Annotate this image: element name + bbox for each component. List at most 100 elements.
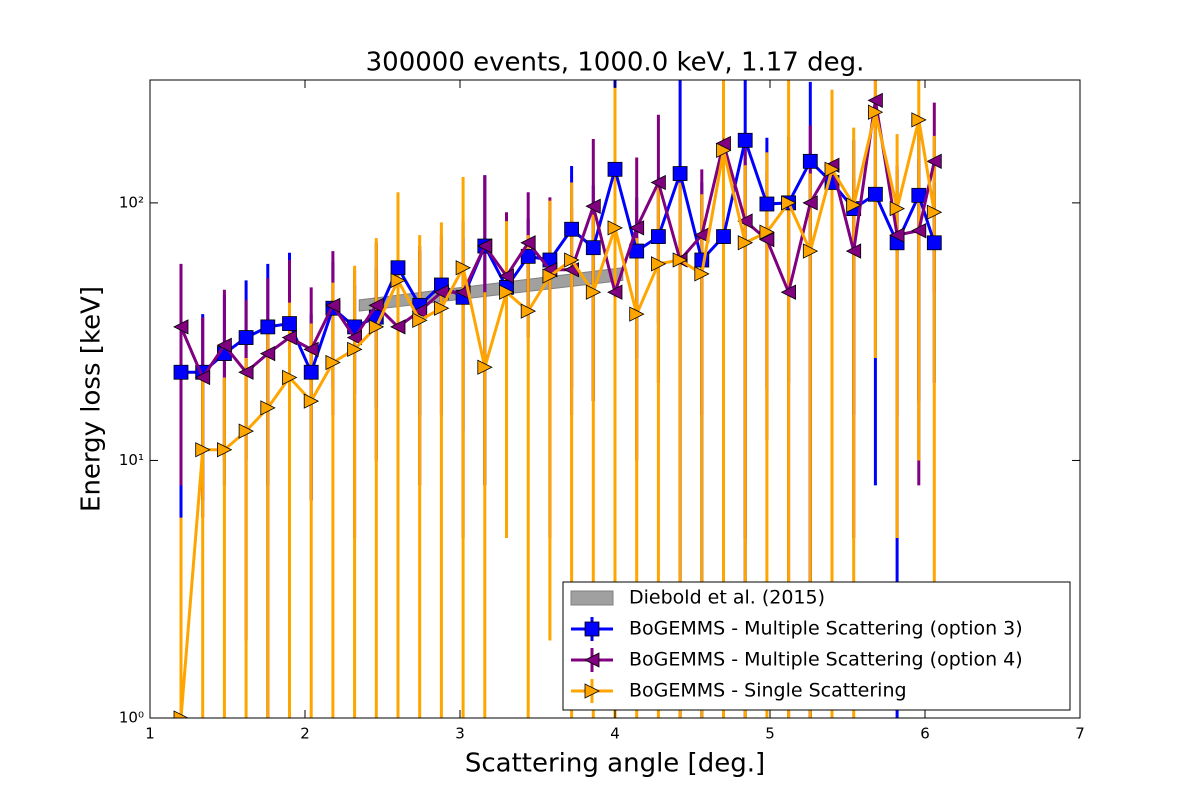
marker <box>845 243 862 259</box>
marker <box>173 319 189 335</box>
marker <box>476 238 493 254</box>
marker <box>585 198 601 214</box>
marker <box>281 329 297 346</box>
marker <box>238 330 254 345</box>
marker <box>889 227 905 243</box>
marker <box>238 423 254 439</box>
marker <box>926 235 942 251</box>
legend: Diebold et al. (2015) BoGEMMS - Multiple … <box>562 581 1071 711</box>
x-tick-label: 6 <box>920 725 930 743</box>
marker <box>868 104 884 120</box>
marker <box>477 359 493 375</box>
marker <box>216 442 233 458</box>
marker <box>672 252 688 268</box>
marker <box>499 284 515 300</box>
marker <box>325 297 341 314</box>
marker <box>737 213 753 229</box>
marker <box>759 196 775 212</box>
legend-label: Diebold et al. (2015) <box>629 587 825 609</box>
marker <box>347 341 363 357</box>
y-axis-label: Energy loss [keV] <box>77 286 107 512</box>
legend-label: BoGEMMS - Multiple Scattering (option 3) <box>629 618 1023 640</box>
x-tick-label: 5 <box>765 725 775 743</box>
marker <box>824 161 840 177</box>
marker <box>780 284 796 300</box>
marker <box>390 319 406 335</box>
marker <box>607 284 623 300</box>
marker <box>759 224 775 240</box>
marker <box>282 316 297 331</box>
legend-box <box>562 581 1071 711</box>
y-tick-label: 10² <box>119 193 144 211</box>
marker <box>607 220 623 236</box>
marker <box>325 354 341 371</box>
marker <box>368 297 384 314</box>
marker <box>520 235 536 251</box>
marker <box>542 268 558 284</box>
marker <box>282 369 298 386</box>
marker <box>260 319 276 335</box>
marker <box>346 329 363 346</box>
marker <box>584 621 600 637</box>
marker <box>629 306 645 322</box>
chart-title: 300000 events, 1000.0 keV, 1.17 deg. <box>366 48 865 78</box>
marker <box>650 174 666 191</box>
marker <box>584 683 600 699</box>
x-tick-label: 1 <box>145 725 155 743</box>
marker <box>926 153 942 169</box>
marker <box>455 260 471 276</box>
marker <box>238 364 254 380</box>
marker <box>411 303 428 319</box>
marker <box>672 166 688 181</box>
marker <box>520 248 536 264</box>
marker <box>651 256 667 272</box>
x-tick-label: 2 <box>300 725 310 743</box>
legend-label: BoGEMMS - Multiple Scattering (option 4) <box>629 649 1023 671</box>
x-tick-label: 7 <box>1075 725 1085 743</box>
marker <box>584 652 600 668</box>
marker <box>694 266 710 282</box>
marker <box>260 400 276 416</box>
marker <box>498 268 514 284</box>
marker <box>433 300 450 316</box>
marker <box>520 303 537 319</box>
marker <box>607 161 623 177</box>
x-tick-label: 4 <box>610 725 620 743</box>
marker <box>173 364 189 380</box>
marker <box>926 204 943 220</box>
marker <box>585 284 602 300</box>
marker <box>846 197 862 213</box>
marker <box>694 252 710 268</box>
marker <box>390 260 406 276</box>
marker <box>781 195 797 211</box>
marker <box>564 252 580 268</box>
marker <box>716 142 732 158</box>
marker <box>911 112 927 128</box>
y-tick-label: 10⁰ <box>119 709 144 727</box>
marker <box>737 235 754 251</box>
marker <box>564 221 579 237</box>
marker <box>651 229 666 244</box>
marker <box>216 337 232 353</box>
marker <box>868 186 883 202</box>
marker <box>737 132 753 148</box>
marker <box>259 345 276 362</box>
marker <box>802 153 818 169</box>
marker <box>716 229 731 244</box>
x-tick-label: 3 <box>455 725 465 743</box>
marker <box>195 442 211 458</box>
marker <box>194 369 211 386</box>
marker <box>368 319 385 335</box>
marker <box>412 312 428 328</box>
marker <box>628 220 645 236</box>
marker <box>802 195 818 211</box>
marker <box>303 393 320 409</box>
marker <box>303 364 319 380</box>
legend-label: BoGEMMS - Single Scattering <box>629 680 907 702</box>
marker <box>889 200 905 217</box>
legend-swatch <box>570 590 614 606</box>
marker <box>911 187 927 203</box>
marker <box>802 243 819 259</box>
marker <box>585 240 601 256</box>
